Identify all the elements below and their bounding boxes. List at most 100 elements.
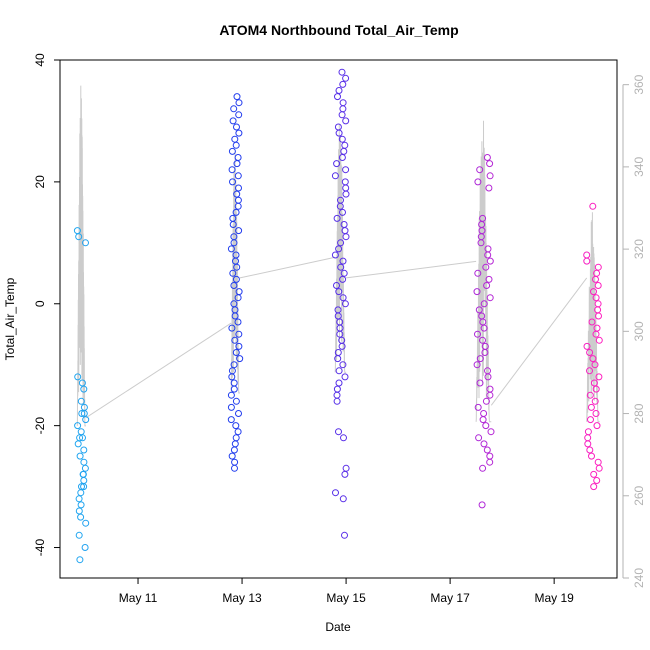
data-point <box>234 172 242 180</box>
data-point <box>340 434 347 442</box>
data-point <box>586 391 594 399</box>
data-point <box>341 373 349 381</box>
data-point <box>230 446 238 454</box>
y-right-tick-label: 240 <box>632 568 646 588</box>
data-point <box>340 269 348 277</box>
data-point <box>338 111 346 119</box>
data-point <box>74 373 82 381</box>
data-point <box>333 385 341 393</box>
data-point <box>77 513 85 521</box>
data-point <box>481 342 489 350</box>
data-point <box>486 160 494 168</box>
data-point <box>591 361 599 369</box>
data-point <box>473 361 481 369</box>
data-point <box>339 361 347 369</box>
data-point <box>591 397 599 405</box>
data-point <box>235 288 243 296</box>
data-point <box>486 385 494 393</box>
data-point <box>334 306 342 314</box>
data-point <box>230 385 238 393</box>
data-point <box>81 464 89 472</box>
data-point <box>475 434 483 442</box>
data-point <box>235 410 242 417</box>
line-burst-3 <box>334 124 347 373</box>
data-point <box>583 251 591 259</box>
data-point <box>75 531 83 539</box>
data-point <box>342 464 350 472</box>
x-tick-label: May 13 <box>222 591 262 605</box>
data-point <box>480 300 488 308</box>
data-point <box>79 470 87 478</box>
data-point <box>595 373 603 381</box>
data-point <box>588 452 595 460</box>
data-point <box>593 269 601 277</box>
data-point <box>76 556 84 564</box>
data-point <box>230 233 238 241</box>
data-point <box>333 391 341 399</box>
data-point <box>476 379 484 387</box>
line-connector-3 <box>346 260 477 279</box>
data-point <box>334 93 341 101</box>
data-point <box>342 190 350 198</box>
data-point <box>342 184 350 192</box>
data-point <box>593 477 601 484</box>
data-point <box>80 446 88 454</box>
data-point <box>77 397 85 405</box>
data-point <box>338 68 346 76</box>
data-point <box>232 349 240 356</box>
data-point <box>590 483 598 491</box>
data-point <box>587 416 594 424</box>
data-point <box>584 428 592 436</box>
data-point <box>593 324 601 332</box>
y-right-tick-label: 280 <box>632 403 646 423</box>
data-point <box>231 458 239 466</box>
line-burst-1 <box>76 85 86 427</box>
data-point <box>80 403 88 411</box>
data-point <box>78 379 86 387</box>
data-point <box>485 184 493 192</box>
data-point <box>341 470 349 478</box>
data-point <box>338 336 346 344</box>
data-point <box>333 160 341 168</box>
data-point <box>228 147 236 155</box>
data-point <box>486 391 494 399</box>
data-point <box>486 257 494 265</box>
data-point <box>74 422 82 430</box>
data-point <box>595 336 603 344</box>
points-layer <box>73 68 603 564</box>
data-point <box>595 464 603 472</box>
data-point <box>474 330 481 338</box>
y-left-tick-label: 0 <box>33 300 47 307</box>
data-point <box>594 300 602 308</box>
data-point <box>340 221 348 228</box>
data-point <box>593 422 601 430</box>
data-point <box>331 172 339 180</box>
data-point <box>338 135 346 143</box>
data-point <box>82 416 90 424</box>
line-burst-4 <box>475 120 492 423</box>
data-point <box>482 422 490 430</box>
y-left-tick-label: 20 <box>33 175 47 189</box>
data-point <box>227 416 235 424</box>
data-point <box>590 379 598 387</box>
data-point <box>479 416 487 424</box>
data-point <box>483 446 491 454</box>
data-point <box>77 489 85 497</box>
data-point <box>583 342 591 350</box>
data-point <box>230 361 238 369</box>
data-point <box>341 300 349 308</box>
data-point <box>588 318 596 326</box>
data-point <box>590 470 598 478</box>
data-point <box>229 117 237 125</box>
data-point <box>590 288 597 296</box>
data-point <box>331 251 339 259</box>
data-point <box>228 166 236 174</box>
data-point <box>229 214 237 222</box>
data-point <box>82 239 89 247</box>
data-point <box>483 154 491 161</box>
data-point <box>340 147 348 155</box>
data-point <box>479 464 487 472</box>
data-point <box>80 458 88 466</box>
data-point <box>335 367 343 375</box>
